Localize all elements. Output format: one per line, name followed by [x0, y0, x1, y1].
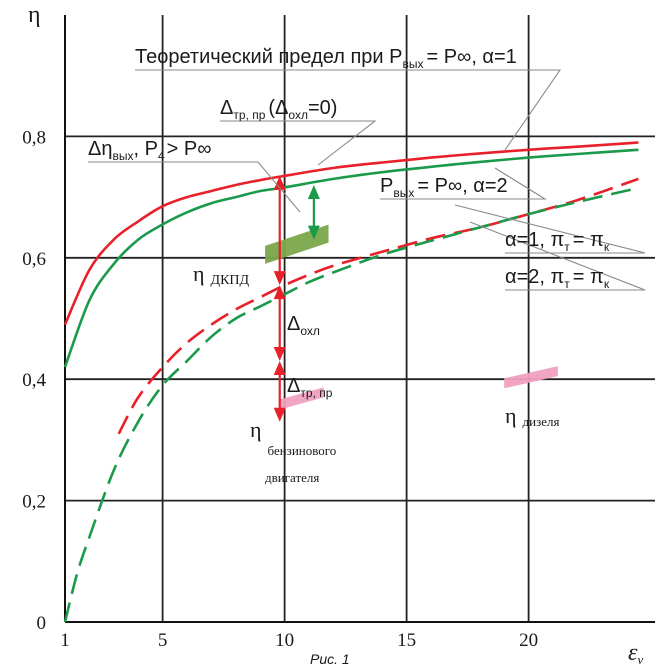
y-tick-label: 0,2	[22, 492, 46, 513]
annotation-alpha1-pi: α=1, πт = πк	[505, 229, 610, 254]
x-axis-label: εv	[628, 640, 643, 667]
series-line-2	[63, 148, 639, 368]
x-tick-label: 1	[60, 630, 70, 651]
red-arrow-2-head-down	[273, 346, 286, 361]
x-tick-label: 10	[275, 630, 294, 651]
x-tick-label: 5	[158, 630, 168, 651]
y-tick-label: 0,6	[22, 249, 46, 270]
y-axis-label: η	[28, 2, 41, 28]
x-tick-label: 20	[519, 630, 538, 651]
y-tick-label: 0	[37, 613, 47, 634]
annotation-eta-gasoline: ηбензинового	[250, 417, 336, 458]
red-arrow-3-head-down	[273, 407, 286, 422]
annotation-p-out-alpha2: Pвых = P∞, α=2	[380, 175, 508, 200]
infinity-symbol: ∞	[448, 175, 462, 197]
red-arrow-1-head-down	[273, 271, 286, 286]
leader-p-out-alpha2	[380, 167, 547, 200]
annotation-delta-tr-pr: Δтр, пр	[287, 375, 333, 400]
chart-series	[63, 141, 639, 623]
leader-delta-tr-pr-cool	[220, 120, 377, 166]
annotation-eta-diesel: η дизеля	[505, 403, 559, 429]
leader-theoretical-limit	[135, 69, 562, 151]
x-tick-label: 15	[397, 630, 416, 651]
figure-caption: Рис. 1	[310, 651, 350, 667]
red-arrow-3-head-up	[273, 360, 286, 375]
series-line-4	[63, 186, 639, 623]
y-tick-label: 0,4	[22, 370, 46, 391]
series-line-1	[63, 141, 639, 326]
green-arrow-head-down	[307, 225, 320, 240]
annotation-eta-dkpd: η ДКПД	[193, 261, 250, 288]
leader-alpha2-pi	[469, 221, 646, 291]
chart-axes	[64, 15, 655, 623]
infinity-symbol: ∞	[197, 138, 211, 160]
annotation-eta-gasoline-line2: двигателя	[265, 470, 319, 485]
annotation-delta-tr-pr-cool: Δтр, пр (Δохл=0)	[220, 97, 337, 122]
annotation-delta-eta-out: Δηвых, P4 > P∞	[88, 138, 211, 163]
y-tick-label: 0,8	[22, 127, 46, 148]
leader-alpha1-pi	[454, 204, 646, 254]
red-arrow-2-head-up	[273, 285, 286, 300]
infinity-symbol: ∞	[457, 46, 471, 68]
annotation-delta-cool: Δохл	[287, 313, 320, 338]
chart-grid	[65, 15, 655, 622]
annotation-alpha2-pi: α=2, πт = πк	[505, 266, 610, 291]
green-arrow-head-up	[307, 184, 320, 199]
annotation-theoretical-limit: Теоретический предел при Pвых = P∞, α=1	[135, 46, 517, 71]
leader-delta-eta-out	[88, 161, 301, 213]
annotation-leaders	[88, 69, 646, 291]
series-line-3	[117, 177, 639, 435]
chart-markers	[265, 175, 558, 422]
diesel-band	[504, 366, 558, 389]
red-arrow-1-head-up	[273, 175, 286, 190]
gasoline-band	[279, 387, 324, 410]
